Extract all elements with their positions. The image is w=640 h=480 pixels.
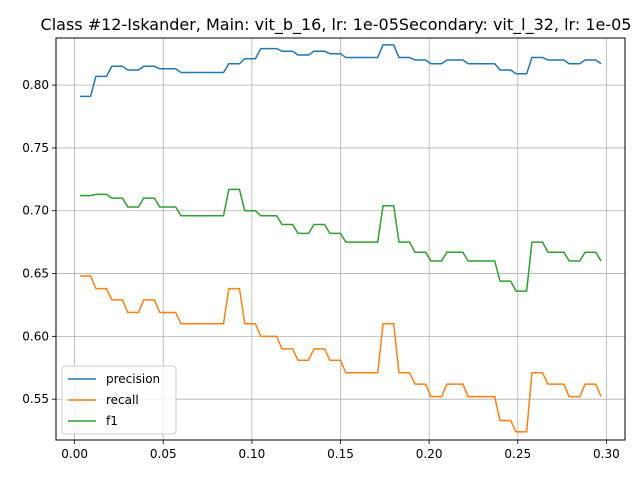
- series-line-f1: [79, 188, 602, 292]
- x-tick-label: 0.10: [239, 447, 266, 461]
- series-line-recall: [79, 275, 602, 433]
- legend-label-precision: precision: [106, 372, 160, 386]
- x-tick-label: 0.25: [504, 447, 531, 461]
- legend-label-f1: f1: [106, 414, 118, 428]
- y-tick-label: 0.60: [22, 329, 49, 343]
- y-tick-label: 0.70: [22, 204, 49, 218]
- y-tick-label: 0.80: [22, 78, 49, 92]
- x-tick-label: 0.05: [150, 447, 177, 461]
- chart-title: Class #12-Iskander, Main: vit_b_16, lr: …: [41, 15, 632, 35]
- y-tick-label: 0.55: [22, 392, 49, 406]
- x-tick-label: 0.30: [593, 447, 620, 461]
- x-tick-label: 0.15: [327, 447, 354, 461]
- x-tick-label: 0.20: [416, 447, 443, 461]
- axes: 0.00 0.05 0.10 0.15 0.20 0.25 0.30 0.55 0.60 0.65…: [22, 78, 619, 461]
- series-lines: [79, 44, 602, 433]
- x-tick-label: 0.00: [61, 447, 88, 461]
- legend-label-recall: recall: [106, 393, 139, 407]
- legend-box: [61, 365, 177, 435]
- y-tick-label: 0.65: [22, 267, 49, 281]
- y-tick-label: 0.75: [22, 141, 49, 155]
- legend: precision recall f1: [61, 365, 177, 435]
- series-line-precision: [79, 44, 602, 98]
